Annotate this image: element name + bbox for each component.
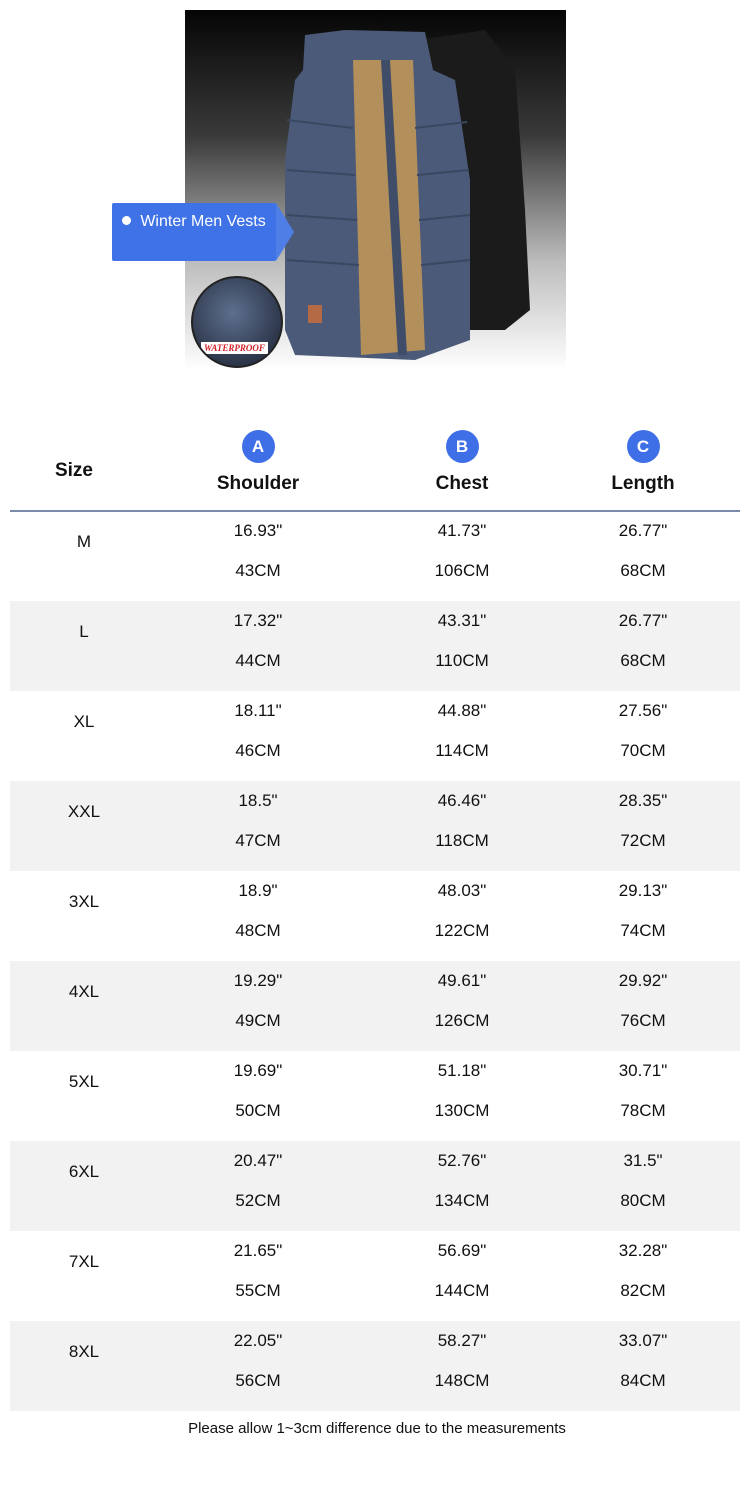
cell-chest-cm: 130CM [434, 1101, 490, 1120]
cell-chest-cm: 106CM [434, 561, 490, 580]
cell-length-cm: 70CM [620, 741, 666, 760]
cell-chest-in: 44.88" [437, 701, 487, 720]
cell-shoulder-cm: 49CM [235, 1011, 281, 1030]
column-header-chest: B Chest [382, 430, 542, 495]
cell-chest-in: 49.61" [437, 971, 487, 990]
cell-size: 3XL [68, 892, 100, 911]
cell-length-in: 29.92" [618, 971, 668, 990]
cell-shoulder-cm: 46CM [235, 741, 281, 760]
cell-chest-in: 48.03" [437, 881, 487, 900]
cell-shoulder-in: 22.05" [233, 1331, 283, 1350]
cell-chest-in: 46.46" [437, 791, 487, 810]
cell-length-cm: 80CM [620, 1191, 666, 1210]
cell-size: XL [73, 712, 95, 731]
cell-chest-in: 41.73" [437, 521, 487, 540]
cell-length-cm: 78CM [620, 1101, 666, 1120]
table-row: XL 18.11" 46CM 44.88" 114CM 27.56" 70CM [10, 691, 740, 781]
cell-length-in: 26.77" [618, 611, 668, 630]
cell-shoulder-cm: 48CM [235, 921, 281, 940]
cell-length-cm: 68CM [620, 651, 666, 670]
table-row: L 17.32" 44CM 43.31" 110CM 26.77" 68CM [10, 601, 740, 691]
cell-chest-cm: 134CM [434, 1191, 490, 1210]
table-row: 4XL 19.29" 49CM 49.61" 126CM 29.92" 76CM [10, 961, 740, 1051]
cell-shoulder-in: 16.93" [233, 521, 283, 540]
cell-length-cm: 82CM [620, 1281, 666, 1300]
cell-length-cm: 74CM [620, 921, 666, 940]
cell-chest-in: 43.31" [437, 611, 487, 630]
column-label: Chest [435, 473, 489, 494]
cell-chest-cm: 110CM [435, 651, 489, 670]
bullet-icon [122, 216, 132, 225]
vest-illustration [285, 30, 530, 360]
cell-shoulder-cm: 47CM [235, 831, 281, 850]
cell-shoulder-in: 20.47" [233, 1151, 283, 1170]
callout-text: Winter Men Vests [140, 213, 266, 230]
cell-chest-cm: 126CM [434, 1011, 490, 1030]
cell-size: XXL [67, 802, 101, 821]
cell-length-in: 27.56" [618, 701, 668, 720]
table-row: M 16.93" 43CM 41.73" 106CM 26.77" 68CM [10, 511, 740, 601]
cell-size: 6XL [68, 1162, 100, 1181]
cell-size: M [76, 532, 92, 551]
cell-chest-in: 51.18" [437, 1061, 487, 1080]
table-header: Size A Shoulder B Chest C Length [10, 420, 740, 512]
cell-shoulder-in: 18.9" [238, 881, 278, 900]
letter-badge-c: C [626, 430, 660, 463]
cell-shoulder-cm: 52CM [235, 1191, 281, 1210]
cell-length-cm: 84CM [620, 1371, 666, 1390]
measurement-note: Please allow 1~3cm difference due to the… [188, 1420, 566, 1437]
waterproof-badge: WATERPROOF [191, 276, 283, 368]
column-header-shoulder: A Shoulder [178, 430, 338, 495]
table-row: XXL 18.5" 47CM 46.46" 118CM 28.35" 72CM [10, 781, 740, 871]
cell-chest-cm: 122CM [434, 921, 490, 940]
cell-shoulder-cm: 56CM [235, 1371, 281, 1390]
cell-chest-cm: 148CM [434, 1371, 490, 1390]
cell-length-cm: 72CM [620, 831, 666, 850]
cell-shoulder-cm: 44CM [235, 651, 281, 670]
cell-shoulder-in: 19.69" [233, 1061, 283, 1080]
cell-length-cm: 76CM [620, 1011, 666, 1030]
cell-chest-cm: 144CM [434, 1281, 490, 1300]
cell-length-in: 30.71" [618, 1061, 668, 1080]
cell-shoulder-in: 17.32" [233, 611, 283, 630]
table-row: 3XL 18.9" 48CM 48.03" 122CM 29.13" 74CM [10, 871, 740, 961]
product-callout: Winter Men Vests [112, 203, 294, 261]
cell-chest-cm: 114CM [435, 741, 489, 760]
cell-chest-in: 58.27" [437, 1331, 487, 1350]
table-row: 7XL 21.65" 55CM 56.69" 144CM 32.28" 82CM [10, 1231, 740, 1321]
cell-shoulder-in: 18.11" [234, 701, 282, 720]
cell-length-in: 32.28" [618, 1241, 668, 1260]
cell-length-cm: 68CM [620, 561, 666, 580]
cell-length-in: 31.5" [623, 1151, 663, 1170]
cell-size: 5XL [68, 1072, 100, 1091]
cell-shoulder-in: 21.65" [233, 1241, 283, 1260]
cell-chest-cm: 118CM [435, 831, 489, 850]
cell-length-in: 29.13" [618, 881, 668, 900]
column-label: Shoulder [216, 473, 300, 494]
cell-shoulder-cm: 43CM [235, 561, 281, 580]
cell-chest-in: 52.76" [437, 1151, 487, 1170]
cell-shoulder-cm: 55CM [235, 1281, 281, 1300]
cell-length-in: 28.35" [618, 791, 668, 810]
size-header: Size [54, 460, 94, 481]
table-row: 5XL 19.69" 50CM 51.18" 130CM 30.71" 78CM [10, 1051, 740, 1141]
column-header-length: C Length [563, 430, 723, 495]
column-label: Length [611, 473, 675, 494]
letter-badge-b: B [445, 430, 479, 463]
table-row: 6XL 20.47" 52CM 52.76" 134CM 31.5" 80CM [10, 1141, 740, 1231]
cell-size: 7XL [68, 1252, 100, 1271]
cell-size: 4XL [68, 982, 100, 1001]
cell-shoulder-in: 19.29" [233, 971, 283, 990]
cell-length-in: 26.77" [618, 521, 668, 540]
cell-length-in: 33.07" [618, 1331, 668, 1350]
cell-chest-in: 56.69" [437, 1241, 487, 1260]
letter-badge-a: A [241, 430, 275, 463]
waterproof-label: WATERPROOF [201, 342, 268, 354]
table-row: 8XL 22.05" 56CM 58.27" 148CM 33.07" 84CM [10, 1321, 740, 1411]
cell-shoulder-in: 18.5" [238, 791, 278, 810]
cell-size: L [79, 622, 89, 641]
cell-shoulder-cm: 50CM [235, 1101, 281, 1120]
cell-size: 8XL [68, 1342, 100, 1361]
